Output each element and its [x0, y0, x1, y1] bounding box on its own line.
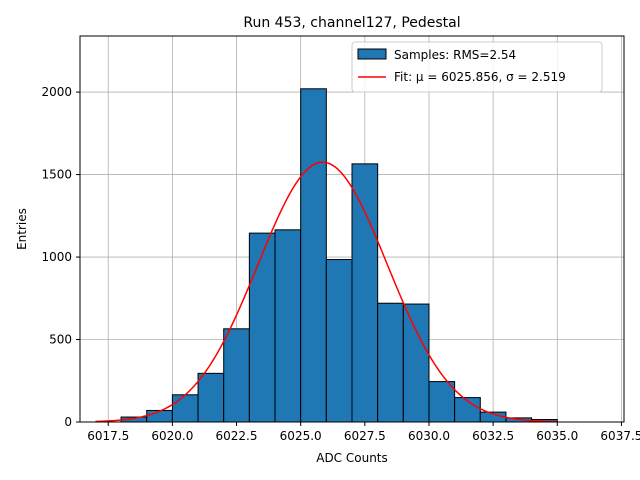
plot-frame: [79, 35, 625, 423]
x-axis-ticks: 6017.5 6020.0 6022.5 6025.0 6027.5 6030.0 6032…: [87, 422, 640, 443]
y-tick-label: 2000: [41, 85, 72, 99]
histogram-bar: [197, 372, 225, 423]
y-axis-ticks: 0 500 1000 1500 2000: [41, 85, 80, 429]
x-tick-label: 6017.5: [87, 429, 129, 443]
fit-curve-layer: [95, 161, 558, 423]
x-tick-label: 6025.0: [280, 429, 322, 443]
histogram-bar: [274, 229, 302, 423]
y-tick-label: 0: [64, 415, 72, 429]
legend-label-histogram: Samples: RMS=2.54: [394, 48, 516, 62]
legend: Samples: RMS=2.54 Fit: μ = 6025.856, σ =…: [351, 41, 603, 93]
fit-curve: [95, 161, 558, 423]
legend-swatch-histogram: [357, 48, 387, 60]
histogram-bar: [300, 88, 327, 423]
histogram-bar: [171, 394, 199, 423]
x-tick-label: 6035.0: [536, 429, 578, 443]
chart-title: Run 453, channel127, Pedestal: [243, 15, 460, 31]
histogram-bar: [248, 232, 276, 423]
x-tick-label: 6032.5: [472, 429, 514, 443]
y-axis-label: Entries: [15, 208, 29, 250]
legend-label-fit: Fit: μ = 6025.856, σ = 2.519: [394, 70, 566, 84]
histogram-bar: [428, 381, 456, 423]
x-tick-label: 6027.5: [344, 429, 386, 443]
histogram-bar: [351, 163, 379, 423]
histogram-bar: [325, 259, 353, 423]
x-tick-label: 6037.5: [600, 429, 640, 443]
legend-box: [351, 41, 603, 93]
histogram-bars: [120, 88, 558, 423]
x-axis-label: ADC Counts: [316, 451, 388, 465]
histogram-bar: [377, 302, 404, 423]
x-tick-label: 6030.0: [408, 429, 450, 443]
x-tick-label: 6020.0: [151, 429, 193, 443]
x-tick-label: 6022.5: [216, 429, 258, 443]
y-tick-label: 1000: [41, 250, 72, 264]
y-tick-label: 500: [49, 333, 72, 347]
histogram-bar: [402, 303, 430, 423]
histogram-bar: [146, 409, 173, 423]
y-tick-label: 1500: [41, 168, 72, 182]
histogram-bar: [223, 328, 250, 423]
